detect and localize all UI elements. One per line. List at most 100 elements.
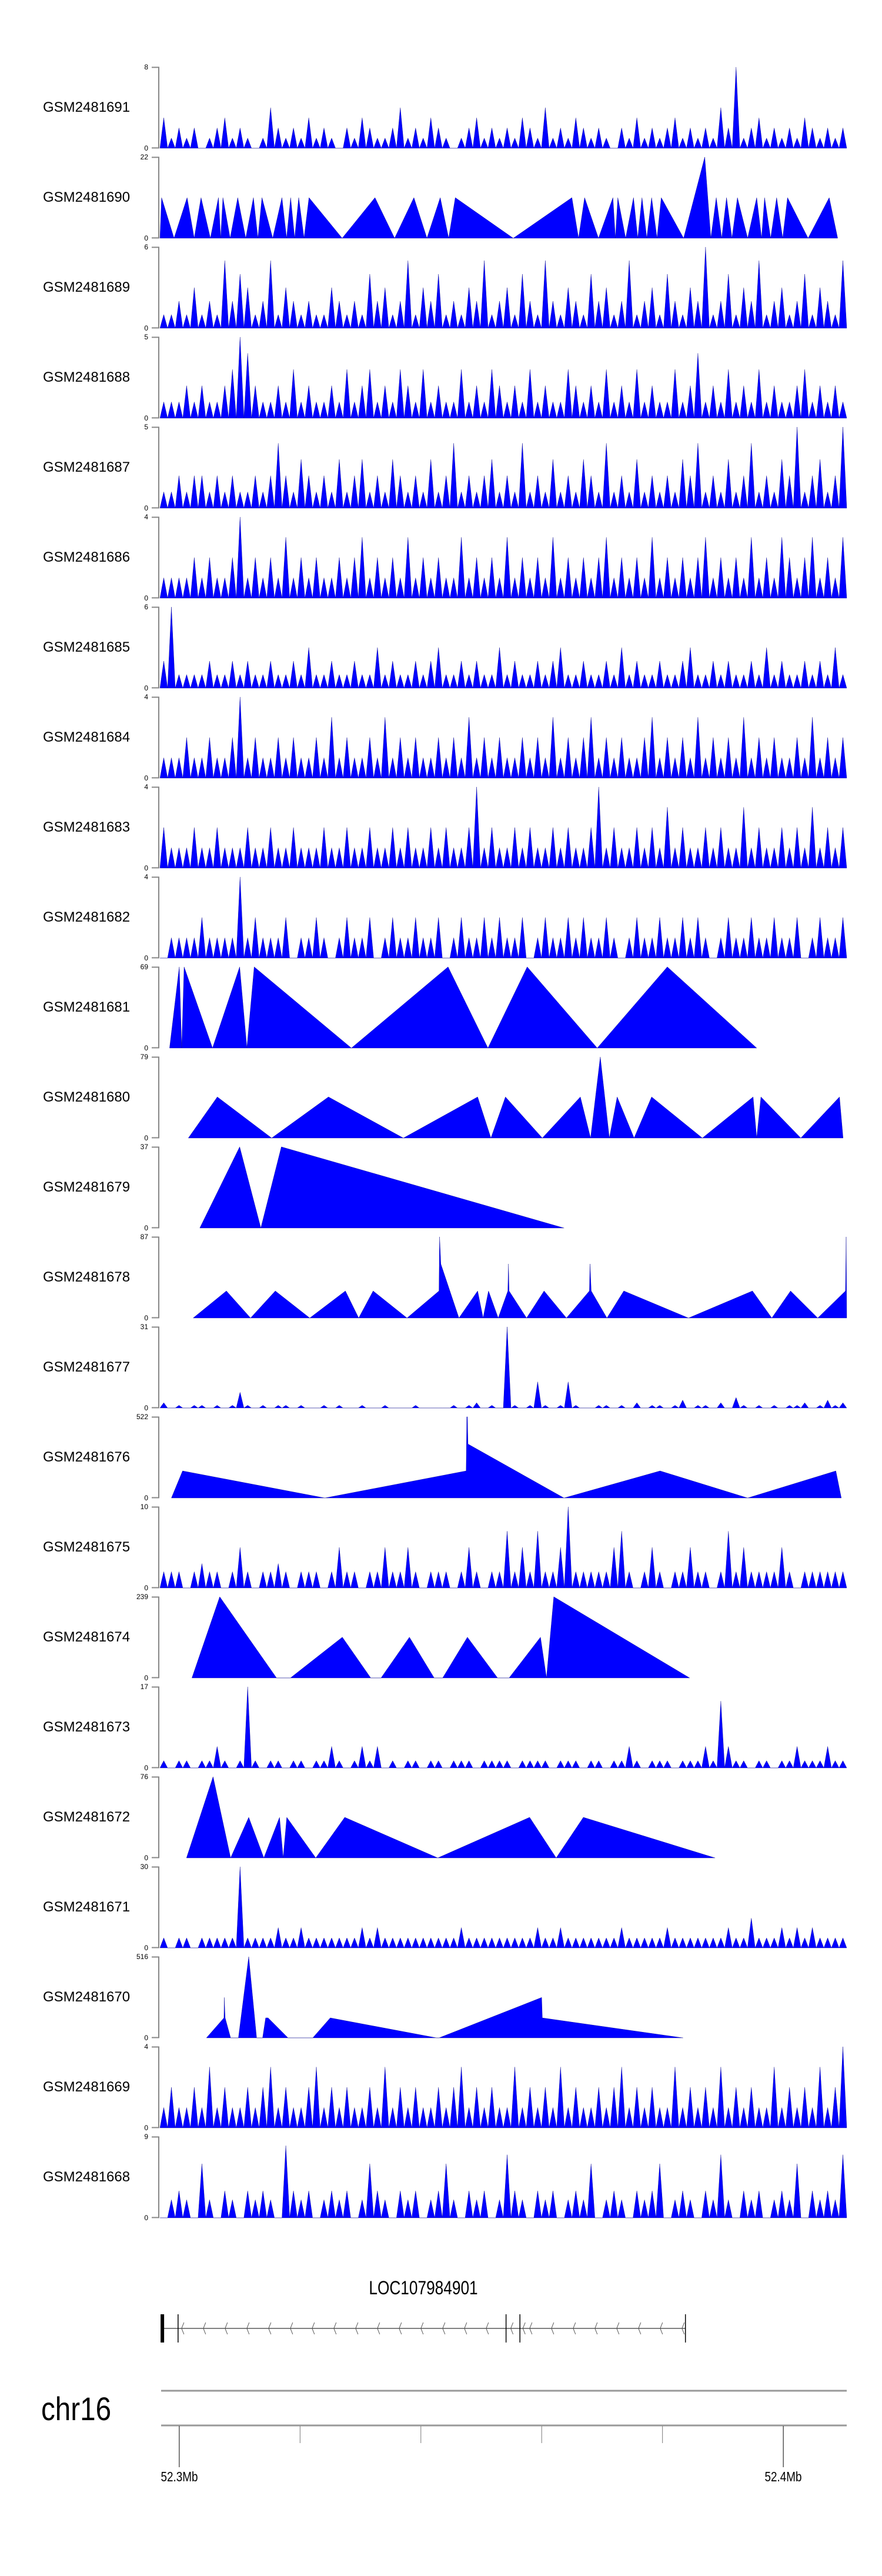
- strand-chevron-icon: [510, 2322, 514, 2335]
- coverage-area: [188, 1056, 844, 1139]
- track-plot: [152, 1956, 683, 2038]
- track-GSM2481681: GSM2481681 69 0: [0, 963, 882, 1052]
- y-axis-max-label: 4: [144, 873, 148, 881]
- y-axis: [152, 1146, 159, 1229]
- track-GSM2481676: GSM2481676 522 0: [0, 1413, 882, 1502]
- track-plot: [152, 1236, 847, 1319]
- y-axis: [152, 606, 159, 689]
- y-axis: [152, 1596, 159, 1679]
- strand-chevron-icon: [333, 2322, 337, 2335]
- coverage-area: [159, 1686, 847, 1769]
- chromosome-label: chr16: [41, 2390, 112, 2427]
- coverage-area: [159, 1506, 847, 1589]
- track-label: GSM2481671: [43, 1899, 131, 1915]
- strand-chevron-icon: [246, 2322, 250, 2335]
- strand-chevron-icon: [594, 2322, 598, 2335]
- track-plot: [152, 2046, 847, 2128]
- strand-chevron-icon: [268, 2322, 272, 2335]
- strand-chevron-icon: [464, 2322, 467, 2335]
- y-axis-max-label: 31: [140, 1323, 148, 1331]
- track-GSM2481683: GSM2481683 4 0: [0, 783, 882, 872]
- coverage-area: [159, 786, 847, 869]
- strand-chevron-icon: [573, 2322, 576, 2335]
- track-plot: [152, 1776, 716, 1858]
- gene-and-genome-axis: [161, 2314, 847, 2467]
- coverage-area: [159, 336, 847, 419]
- track-GSM2481677: GSM2481677 31 0: [0, 1323, 882, 1412]
- genome-axis-tick-label: 52.3Mb: [161, 2469, 198, 2484]
- y-axis-max-label: 22: [140, 153, 148, 161]
- y-axis-max-label: 5: [144, 333, 148, 341]
- track-GSM2481686: GSM2481686 4 0: [0, 513, 882, 602]
- y-axis-min-label: 0: [144, 774, 148, 782]
- strand-chevron-icon: [420, 2322, 424, 2335]
- y-axis-max-label: 239: [136, 1593, 148, 1601]
- track-plot: [152, 1146, 564, 1229]
- y-axis: [152, 1236, 159, 1319]
- y-axis: [152, 966, 159, 1049]
- y-axis-min-label: 0: [144, 324, 148, 332]
- strand-chevron-icon: [529, 2322, 533, 2335]
- y-axis: [152, 1326, 159, 1409]
- y-axis-max-label: 8: [144, 63, 148, 71]
- y-axis: [152, 1686, 159, 1769]
- coverage-area: [186, 1776, 716, 1858]
- track-label: GSM2481689: [43, 279, 131, 295]
- strand-chevron-icon: [681, 2322, 685, 2335]
- y-axis: [152, 246, 159, 329]
- y-axis-max-label: 4: [144, 513, 148, 521]
- coverage-area: [206, 1956, 683, 2038]
- track-plot: [152, 66, 847, 149]
- y-axis: [152, 66, 159, 149]
- coverage-area: [159, 426, 847, 509]
- y-axis-min-label: 0: [144, 594, 148, 602]
- coverage-area: [159, 606, 847, 689]
- y-axis: [152, 516, 159, 599]
- y-axis-min-label: 0: [144, 234, 148, 242]
- track-label: GSM2481672: [43, 1809, 131, 1825]
- strand-chevron-icon: [660, 2322, 663, 2335]
- y-axis-min-label: 0: [144, 1404, 148, 1412]
- track-plot: [152, 426, 847, 509]
- track-plot: [152, 1866, 847, 1948]
- track-plot: [152, 696, 847, 779]
- strand-chevron-icon: [399, 2322, 402, 2335]
- y-axis: [152, 1866, 159, 1948]
- track-label: GSM2481683: [43, 819, 131, 835]
- track-plot: [152, 2136, 847, 2218]
- track-GSM2481685: GSM2481685 6 0: [0, 603, 882, 692]
- coverage-area: [160, 876, 847, 959]
- track-label: GSM2481677: [43, 1359, 131, 1375]
- coverage-area: [199, 1146, 564, 1229]
- y-axis-min-label: 0: [144, 1854, 148, 1862]
- y-axis-min-label: 0: [144, 2214, 148, 2222]
- strand-chevron-icon: [225, 2322, 228, 2335]
- y-axis: [152, 156, 159, 239]
- coverage-area: [192, 1596, 690, 1679]
- strand-chevron-icon: [616, 2322, 620, 2335]
- track-GSM2481668: GSM2481668 9 0: [0, 2133, 882, 2222]
- track-GSM2481670: GSM2481670 516 0: [0, 1953, 882, 2041]
- track-label: GSM2481682: [43, 909, 131, 925]
- y-axis: [152, 1056, 159, 1139]
- strand-chevron-icon: [355, 2322, 359, 2335]
- track-GSM2481679: GSM2481679 37 0: [0, 1143, 882, 1232]
- y-axis-max-label: 4: [144, 783, 148, 791]
- strand-chevron-icon: [377, 2322, 380, 2335]
- y-axis-max-label: 37: [140, 1143, 148, 1151]
- track-label: GSM2481686: [43, 549, 131, 565]
- y-axis-min-label: 0: [144, 1224, 148, 1232]
- track-plot: [152, 786, 847, 869]
- track-GSM2481673: GSM2481673 17 0: [0, 1683, 882, 1771]
- track-GSM2481690: GSM2481690 22 0: [0, 153, 882, 242]
- track-label: GSM2481685: [43, 639, 131, 655]
- track-label: GSM2481688: [43, 369, 131, 385]
- track-GSM2481671: GSM2481671 30 0: [0, 1863, 882, 1951]
- y-axis-min-label: 0: [144, 1494, 148, 1502]
- track-label: GSM2481690: [43, 189, 131, 205]
- track-label: GSM2481668: [43, 2169, 131, 2185]
- track-plot: [152, 1326, 847, 1409]
- track-plot: [152, 1056, 844, 1139]
- y-axis-max-label: 516: [136, 1953, 148, 1961]
- strand-chevron-icon: [181, 2322, 185, 2335]
